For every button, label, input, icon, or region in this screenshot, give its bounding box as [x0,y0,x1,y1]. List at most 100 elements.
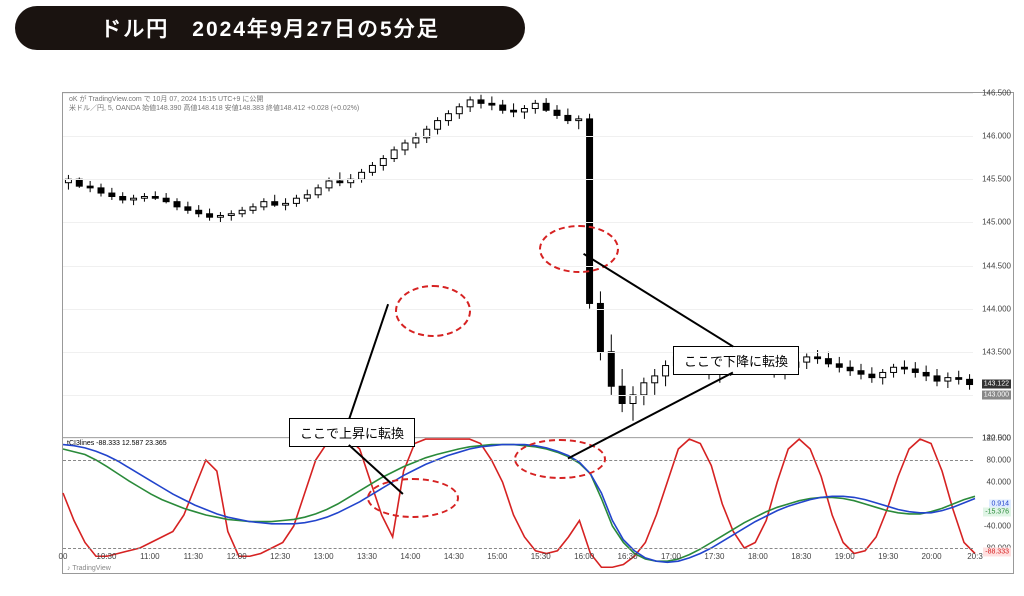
x-tick-label: 13:00 [314,552,334,587]
candle [380,159,386,166]
candle [359,172,365,179]
candle [326,181,332,188]
candle [250,207,256,210]
price-panel: 142.500143.000143.500144.000144.500145.0… [63,93,973,438]
x-tick-label: 11:00 [140,552,159,587]
x-tick-label: 15:00 [487,552,507,587]
candle [98,188,104,193]
x-tick-label: 16:00 [574,552,594,587]
price-badge: 143.000 [982,390,1011,399]
candle [641,383,647,395]
candle [847,367,853,370]
candle [511,110,517,112]
candle [228,214,234,216]
candle [435,121,441,130]
annotation-ellipse [367,478,459,518]
candle [901,367,907,369]
candle [217,215,223,217]
candle [76,179,82,186]
candle [174,202,180,207]
candle [141,197,147,199]
candle [337,181,343,183]
candle [836,364,842,367]
candle [489,103,495,105]
candle [858,371,864,374]
x-tick-label: 17:00 [661,552,681,587]
candle [467,100,473,107]
candle [554,110,560,115]
x-tick-label: 13:30 [357,552,377,587]
candle [587,119,593,304]
candle [880,372,886,377]
candle [207,214,213,217]
candle [608,352,614,387]
y-tick-label: 144.500 [982,261,1011,270]
candle [945,378,951,381]
chart-title: ドル円 2024年9月27日の5分足 [15,6,525,50]
candle [663,366,669,376]
candle [869,374,875,377]
x-tick-label: 14:00 [400,552,420,587]
x-tick-label: 18:00 [748,552,768,587]
candle [478,100,484,103]
candle [402,143,408,150]
x-tick-label: 10:30 [96,552,116,587]
candle [131,198,137,200]
candle [315,188,321,195]
candle [630,395,636,404]
y-tick-label: 144.000 [982,304,1011,313]
candle [87,186,93,188]
candle [391,150,397,159]
y-tick-label: 143.500 [982,347,1011,356]
x-tick-label: 19:00 [835,552,855,587]
x-tick-label: 20:00 [922,552,942,587]
candle [815,357,821,359]
candle [597,303,603,351]
candle [576,119,582,121]
candle [109,193,115,196]
candle [304,195,310,198]
candle [500,105,506,110]
candle [283,203,289,205]
candle [445,114,451,121]
x-tick-label: 17:30 [704,552,724,587]
candle [934,376,940,381]
candle [261,202,267,207]
y-tick-label: 146.000 [982,132,1011,141]
candle [239,210,245,213]
x-tick-label: 19:30 [878,552,898,587]
y-tick-label: 145.000 [982,218,1011,227]
candle [891,367,897,372]
candle [956,378,962,380]
annotation-ellipse [539,225,619,273]
x-tick-label: 14:30 [444,552,464,587]
candle [912,369,918,372]
x-tick-label: 00 [59,552,68,587]
chart-frame: oK が TradingView.com で 10月 07, 2024 15:1… [62,92,1014,574]
price-badge: 143.122 [982,380,1011,389]
osc-tick-label: 120.000 [982,434,1011,443]
x-tick-label: 18:30 [791,552,811,587]
candle [652,376,658,383]
osc-value-badge: -88.333 [983,548,1011,557]
x-tick-label: 12:00 [227,552,247,587]
candle [185,207,191,210]
candle [120,197,126,200]
osc-tick-label: -40.000 [984,522,1011,531]
x-tick-label: 12:30 [270,552,290,587]
candle [521,109,527,112]
candle [413,138,419,143]
candle [532,103,538,108]
annotation-ellipse [395,285,471,337]
x-tick-label: 20:3 [967,552,983,587]
y-tick-label: 145.500 [982,175,1011,184]
candle [196,210,202,213]
x-tick-label: 11:30 [184,552,203,587]
candle [456,107,462,114]
candle [163,198,169,201]
callout-box: ここで下降に転換 [673,346,799,375]
candle [804,357,810,362]
candle [369,165,375,172]
candle [565,115,571,120]
candle [543,103,549,110]
